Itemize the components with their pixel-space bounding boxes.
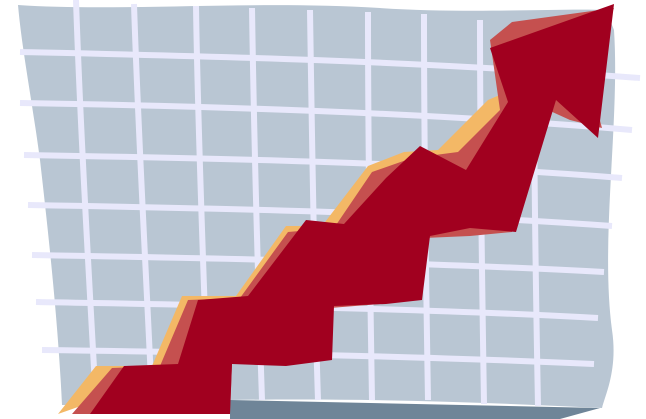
- panel-shadow: [230, 400, 600, 419]
- growth-arrow: [90, 4, 614, 414]
